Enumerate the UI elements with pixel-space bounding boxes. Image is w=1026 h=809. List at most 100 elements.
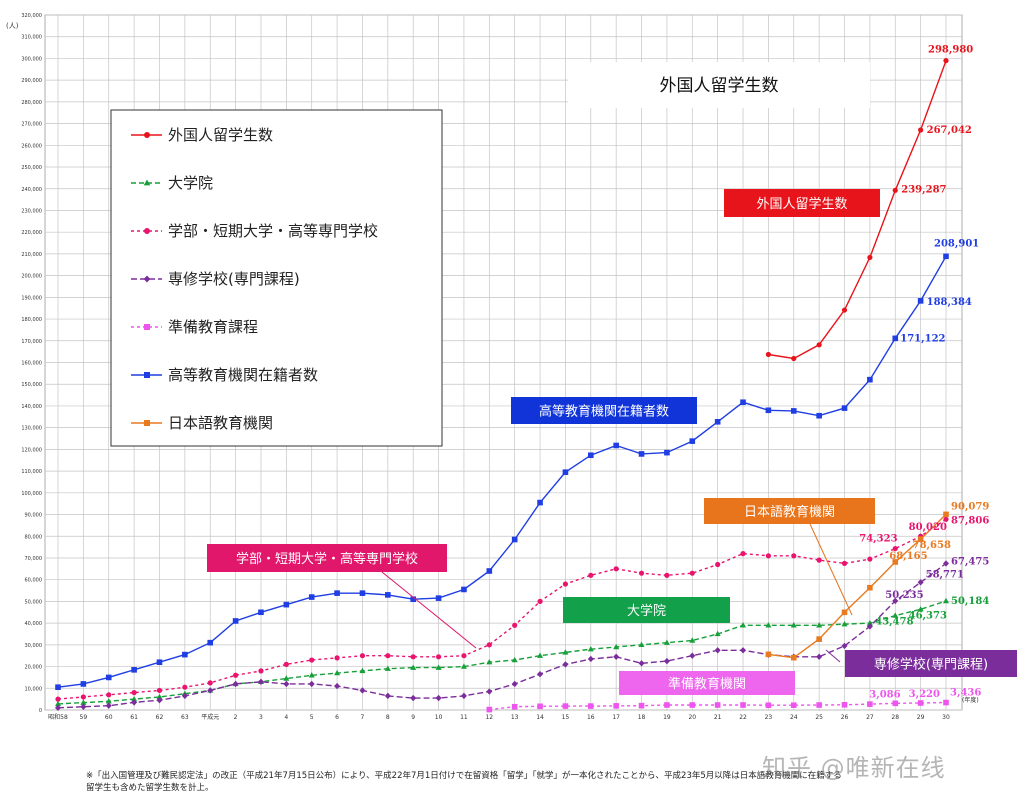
data-point xyxy=(943,560,949,567)
y-tick-label: 120,000 xyxy=(21,447,42,453)
data-point xyxy=(689,570,695,576)
data-point xyxy=(765,702,772,709)
data-point xyxy=(435,654,442,660)
data-point xyxy=(689,702,696,708)
data-point xyxy=(156,687,163,694)
x-tick-label: 62 xyxy=(156,714,164,721)
legend-marker xyxy=(144,420,150,426)
data-point xyxy=(283,675,290,681)
data-point xyxy=(917,606,924,612)
x-tick-label: 27 xyxy=(866,714,874,721)
data-point xyxy=(131,690,137,696)
data-point xyxy=(435,595,442,601)
watermark: 知乎 @唯新在线 xyxy=(762,754,946,782)
x-tick-label: 20 xyxy=(688,714,696,721)
data-point xyxy=(359,667,366,674)
data-point xyxy=(892,559,899,565)
data-point xyxy=(588,452,594,459)
y-tick-label: 220,000 xyxy=(21,230,42,236)
value-label: 3,086 xyxy=(869,689,900,700)
y-axis-unit-label: (人) xyxy=(6,22,19,30)
data-point xyxy=(461,653,467,659)
series-line xyxy=(57,518,947,700)
callout-box xyxy=(207,544,447,572)
data-point xyxy=(892,597,899,605)
callout-label: 高等教育機関在籍者数 xyxy=(539,404,669,420)
callout-box xyxy=(619,671,795,695)
data-point xyxy=(816,653,823,660)
y-tick-label: 200,000 xyxy=(21,274,42,280)
callout-label: 大学院 xyxy=(627,603,666,619)
data-point xyxy=(55,696,61,702)
x-tick-label: 17 xyxy=(612,714,620,721)
y-tick-label: 110,000 xyxy=(21,469,42,475)
legend-marker xyxy=(143,179,151,186)
y-tick-label: 210,000 xyxy=(21,252,42,258)
data-point xyxy=(181,692,188,700)
data-point xyxy=(740,551,746,557)
data-point xyxy=(156,659,163,666)
data-point xyxy=(816,412,822,419)
data-point xyxy=(308,672,315,678)
value-label: 68,165 xyxy=(889,551,927,562)
data-point xyxy=(537,598,543,605)
data-point xyxy=(841,609,848,616)
data-point xyxy=(841,307,848,313)
x-axis-ticks: 昭和58 59 60 61 62 63 平成元 2 3 4 5 6 7 8 9 10 11 12 13 14 15 16 1… xyxy=(48,713,950,721)
data-point xyxy=(182,651,188,658)
data-point xyxy=(613,566,619,572)
chart-title: 外国人留学生数 xyxy=(660,76,779,96)
data-point xyxy=(511,656,518,663)
data-point xyxy=(816,702,822,708)
data-point xyxy=(714,630,721,637)
data-point xyxy=(359,687,366,694)
data-point xyxy=(638,451,645,457)
legend-label: 専修学校(専門課程) xyxy=(168,270,300,288)
y-tick-label: 10,000 xyxy=(25,686,43,692)
data-point xyxy=(334,669,341,676)
x-tick-label: 12 xyxy=(485,714,493,721)
data-point xyxy=(511,536,518,543)
series-6 xyxy=(765,511,949,661)
data-point xyxy=(486,706,493,713)
data-point xyxy=(790,702,797,709)
data-point xyxy=(765,651,772,658)
callout-label: 準備教育機関 xyxy=(668,676,746,692)
x-tick-label: 昭和58 xyxy=(48,713,68,721)
legend-label: 大学院 xyxy=(168,174,213,192)
legend-marker xyxy=(143,275,151,283)
data-point xyxy=(866,623,873,630)
data-point xyxy=(943,699,949,706)
x-tick-label: 16 xyxy=(587,714,595,721)
series-line xyxy=(768,60,947,360)
data-point xyxy=(867,376,873,383)
callout-box xyxy=(845,650,1017,677)
data-point xyxy=(257,678,264,685)
series-0 xyxy=(765,58,949,362)
leader-line xyxy=(825,649,841,663)
data-point xyxy=(613,703,619,709)
data-point xyxy=(486,642,492,648)
value-label: 87,806 xyxy=(951,515,989,526)
callout-box xyxy=(704,498,875,524)
data-point xyxy=(308,680,315,688)
x-tick-label: 19 xyxy=(663,714,671,721)
data-point xyxy=(55,704,61,712)
data-point xyxy=(80,694,86,700)
value-label: 50,235 xyxy=(885,590,923,601)
y-tick-label: 80,000 xyxy=(25,534,43,540)
y-tick-label: 30,000 xyxy=(25,643,43,649)
value-label: 3,220 xyxy=(909,689,940,700)
data-point xyxy=(841,560,848,566)
callout-layer: 外国人留学生数高等教育機関在籍者数日本語教育機関学部・短期大学・高等専門学校大学… xyxy=(207,189,1017,695)
data-point xyxy=(740,399,746,406)
data-point xyxy=(867,556,873,562)
x-tick-label: 10 xyxy=(435,714,443,721)
data-point xyxy=(892,187,898,193)
y-tick-label: 310,000 xyxy=(21,35,42,41)
data-point xyxy=(435,694,442,702)
y-tick-label: 170,000 xyxy=(21,339,42,345)
data-point xyxy=(334,590,340,596)
legend-marker xyxy=(144,372,150,378)
